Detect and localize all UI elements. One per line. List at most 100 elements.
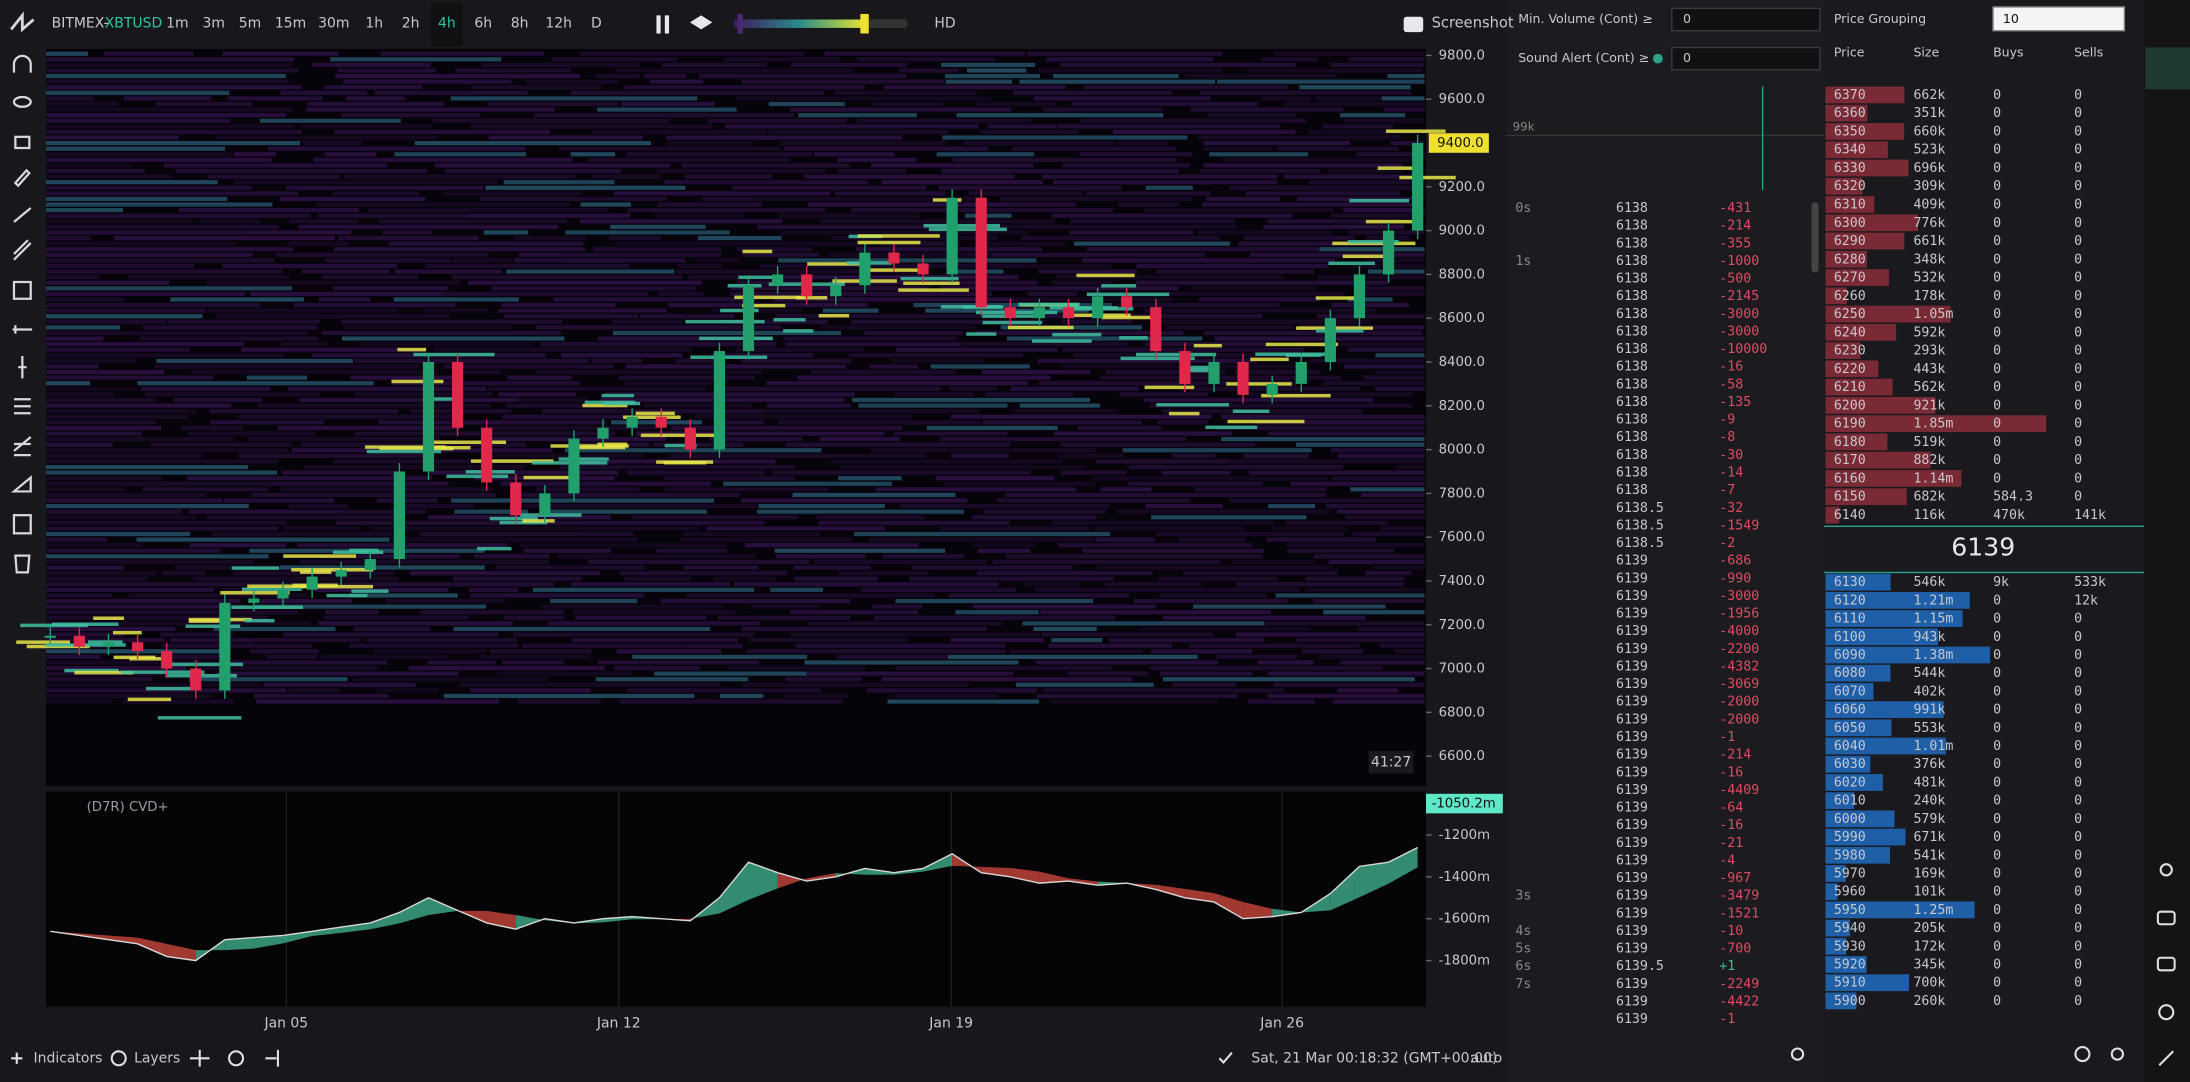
heatmap-band xyxy=(686,593,935,598)
book-size: 1.25m xyxy=(1913,903,1953,918)
chat-icon[interactable] xyxy=(2156,956,2176,972)
trash-icon[interactable] xyxy=(14,554,31,574)
pitchfork-icon[interactable] xyxy=(13,436,32,457)
trade-price: 6138.5 xyxy=(1616,501,1664,516)
control-input[interactable]: 10 xyxy=(2003,11,2019,26)
input-box[interactable] xyxy=(1671,46,1821,71)
timeframe-button[interactable]: 4h xyxy=(438,16,456,32)
y-tick-label: -1400m xyxy=(1439,870,1490,885)
user-icon[interactable] xyxy=(2159,863,2173,877)
heatmap-band xyxy=(765,409,979,414)
book-buys: 0 xyxy=(1993,234,2001,249)
slider-knob[interactable] xyxy=(860,13,869,34)
lock-icon[interactable] xyxy=(14,135,31,150)
heatmap-band xyxy=(1375,386,1425,391)
heatmap-band xyxy=(1085,191,1211,196)
heatmap-band xyxy=(425,263,630,269)
cvd-fill xyxy=(777,872,807,889)
timeframe-button[interactable]: 1m xyxy=(166,16,188,32)
heatmap-band xyxy=(1271,526,1348,531)
goto-end-icon[interactable] xyxy=(265,1049,279,1067)
heatmap-hot xyxy=(720,308,759,313)
gann-icon[interactable] xyxy=(10,475,32,493)
book-sells: 0 xyxy=(2074,976,2082,991)
timeframe-button[interactable]: 30m xyxy=(318,16,349,32)
trade-size: -16 xyxy=(1719,765,1743,780)
book-sells: 0 xyxy=(2074,684,2082,699)
book-size: 409k xyxy=(1913,198,1945,213)
heatmap-band xyxy=(851,319,1045,324)
heatmap-band xyxy=(161,643,312,648)
magnet-icon[interactable] xyxy=(12,54,32,73)
heatmap-band xyxy=(170,638,253,643)
timeframe-button[interactable]: 2h xyxy=(402,16,420,32)
heatmap-hot xyxy=(391,379,444,384)
help-icon[interactable] xyxy=(2158,1004,2175,1021)
timeframe-button[interactable]: 3m xyxy=(202,16,224,32)
channel-icon[interactable] xyxy=(13,239,32,261)
fib-icon[interactable] xyxy=(13,398,31,415)
timeframe-button[interactable]: 15m xyxy=(275,16,306,32)
bid-bar xyxy=(1825,610,1963,627)
timeframe-button[interactable]: 8h xyxy=(511,16,529,32)
check-icon[interactable] xyxy=(1218,1051,1233,1064)
sound-icon[interactable] xyxy=(1652,53,1663,64)
heatmap-band xyxy=(46,436,235,442)
discord-icon[interactable] xyxy=(2156,910,2176,926)
ray-icon[interactable] xyxy=(12,325,33,334)
gear-icon[interactable] xyxy=(110,1050,127,1067)
book-sells: 0 xyxy=(2074,939,2082,954)
cvd-fill xyxy=(137,937,167,957)
heatmap-band xyxy=(722,420,765,425)
trade-price: 6138 xyxy=(1616,289,1648,304)
eye-icon[interactable] xyxy=(12,95,32,108)
camera-icon[interactable] xyxy=(1403,16,1424,33)
slider-knob[interactable] xyxy=(737,13,744,34)
candle-type-icon[interactable] xyxy=(656,15,661,34)
input-box[interactable] xyxy=(1671,7,1821,32)
auto-button[interactable]: auto xyxy=(1471,1050,1502,1066)
vline-icon[interactable] xyxy=(18,356,27,379)
book-buys: 0 xyxy=(1993,794,2001,809)
line-icon[interactable] xyxy=(13,207,32,223)
trade-price: 6139 xyxy=(1616,783,1648,798)
crosshair-icon[interactable] xyxy=(189,1049,210,1067)
indicators-button[interactable]: Indicators xyxy=(34,1050,103,1066)
control-input[interactable]: 0 xyxy=(1683,11,1691,26)
timeframe-button[interactable]: 1h xyxy=(365,16,383,32)
heatmap-band xyxy=(488,135,643,140)
heatmap-band xyxy=(580,202,632,207)
layers-icon[interactable] xyxy=(689,15,713,30)
heatmap-band xyxy=(1340,113,1406,118)
heatmap-band xyxy=(301,124,432,129)
heatmap-band xyxy=(657,291,705,296)
input-box[interactable] xyxy=(1992,6,2126,32)
heatmap-band xyxy=(636,431,885,436)
heatmap-band xyxy=(1095,537,1156,542)
book-tab[interactable] xyxy=(2145,47,2190,90)
heatmap-band xyxy=(259,118,401,123)
heatmap-band xyxy=(909,576,1114,581)
plus-icon[interactable] xyxy=(11,1052,23,1064)
note-icon[interactable] xyxy=(12,514,32,535)
heatmap-hot xyxy=(470,459,554,463)
book-sells: 0 xyxy=(2074,866,2082,881)
screenshot-button[interactable]: Screenshot xyxy=(1432,15,1514,32)
rect-icon[interactable] xyxy=(12,280,32,300)
control-input[interactable]: 0 xyxy=(1683,50,1691,65)
expand-icon[interactable] xyxy=(2158,1050,2174,1066)
timeframe-button[interactable]: D xyxy=(591,16,602,32)
layers-button[interactable]: Layers xyxy=(134,1050,180,1066)
pencil-icon[interactable] xyxy=(13,168,31,188)
timeframe-button[interactable]: 6h xyxy=(474,16,492,32)
heatmap-band xyxy=(452,258,513,263)
clear-icon[interactable] xyxy=(2074,1046,2091,1063)
candle-type-icon[interactable] xyxy=(664,15,670,34)
settings-icon[interactable] xyxy=(1790,1047,1805,1061)
settings-icon[interactable] xyxy=(2110,1047,2125,1061)
hd-button[interactable]: HD xyxy=(934,16,955,32)
heatmap-hot xyxy=(332,550,384,555)
reset-icon[interactable] xyxy=(228,1050,245,1067)
timeframe-button[interactable]: 12h xyxy=(545,16,572,32)
timeframe-button[interactable]: 5m xyxy=(239,16,261,32)
